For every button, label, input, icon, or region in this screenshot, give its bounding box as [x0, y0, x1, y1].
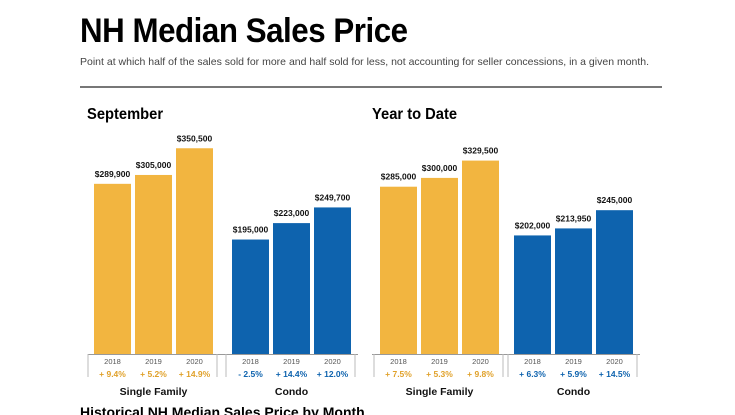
data-label-september-single-family-2018: $289,900 — [95, 169, 131, 179]
tick-label-ytd-condo-2020: 2020 — [606, 357, 623, 366]
tick-label-september-single-family-2019: 2019 — [145, 357, 162, 366]
bar-ytd-condo-2019 — [555, 228, 592, 354]
group-label-ytd-condo: Condo — [557, 386, 590, 398]
bar-september-single-family-2019 — [135, 174, 172, 354]
panel-title-september: September — [87, 106, 164, 123]
bar-september-single-family-2020 — [176, 148, 213, 354]
change-label-ytd-single-family-2018: + 7.5% — [385, 369, 412, 379]
change-label-september-single-family-2020: + 14.9% — [179, 369, 211, 379]
bar-september-condo-2019 — [273, 223, 310, 354]
data-label-ytd-condo-2019: $213,950 — [556, 213, 592, 223]
data-label-ytd-single-family-2018: $285,000 — [381, 172, 417, 182]
data-label-september-condo-2020: $249,700 — [315, 192, 351, 202]
change-label-ytd-single-family-2019: + 5.3% — [426, 369, 453, 379]
change-label-ytd-condo-2019: + 5.9% — [560, 369, 587, 379]
bar-september-condo-2018 — [232, 239, 269, 354]
change-label-september-condo-2019: + 14.4% — [276, 369, 308, 379]
data-label-september-single-family-2020: $350,500 — [177, 133, 213, 143]
change-label-september-single-family-2019: + 5.2% — [140, 369, 167, 379]
bar-september-condo-2020 — [314, 207, 351, 354]
tick-label-ytd-single-family-2019: 2019 — [431, 357, 448, 366]
header-divider — [80, 86, 662, 88]
bar-ytd-single-family-2019 — [421, 177, 458, 354]
change-label-september-single-family-2018: + 9.4% — [99, 369, 126, 379]
bar-ytd-single-family-2020 — [462, 160, 499, 354]
tick-label-ytd-condo-2018: 2018 — [524, 357, 541, 366]
group-label-september-condo: Condo — [275, 386, 308, 398]
change-label-ytd-single-family-2020: + 9.8% — [467, 369, 494, 379]
tick-label-ytd-condo-2019: 2019 — [565, 357, 582, 366]
change-label-september-condo-2018: - 2.5% — [238, 369, 263, 379]
data-label-ytd-condo-2018: $202,000 — [515, 220, 551, 230]
group-label-september-single-family: Single Family — [120, 386, 188, 398]
tick-label-september-condo-2019: 2019 — [283, 357, 300, 366]
change-label-ytd-condo-2018: + 6.3% — [519, 369, 546, 379]
data-label-ytd-single-family-2020: $329,500 — [463, 146, 499, 156]
panel-title-year-to-date: Year to Date — [372, 106, 458, 123]
tick-label-september-condo-2018: 2018 — [242, 357, 259, 366]
group-label-ytd-single-family: Single Family — [406, 386, 474, 398]
data-label-september-condo-2019: $223,000 — [274, 208, 310, 218]
tick-label-september-condo-2020: 2020 — [324, 357, 341, 366]
bar-ytd-condo-2018 — [514, 235, 551, 354]
data-label-september-condo-2018: $195,000 — [233, 225, 269, 235]
bar-ytd-single-family-2018 — [380, 186, 417, 354]
data-label-ytd-condo-2020: $245,000 — [597, 195, 633, 205]
tick-label-september-single-family-2020: 2020 — [186, 357, 203, 366]
tick-label-september-single-family-2018: 2018 — [104, 357, 121, 366]
tick-label-ytd-single-family-2020: 2020 — [472, 357, 489, 366]
tick-label-ytd-single-family-2018: 2018 — [390, 357, 407, 366]
page-title: NH Median Sales Price — [80, 12, 408, 50]
data-label-ytd-single-family-2019: $300,000 — [422, 163, 458, 173]
bar-ytd-condo-2020 — [596, 210, 633, 354]
next-section-heading: Historical NH Median Sales Price by Mont… — [80, 405, 365, 415]
page-subtitle: Point at which half of the sales sold fo… — [80, 56, 650, 68]
change-label-september-condo-2020: + 12.0% — [317, 369, 349, 379]
data-label-september-single-family-2019: $305,000 — [136, 160, 172, 170]
bar-september-single-family-2018 — [94, 183, 131, 354]
change-label-ytd-condo-2020: + 14.5% — [599, 369, 631, 379]
